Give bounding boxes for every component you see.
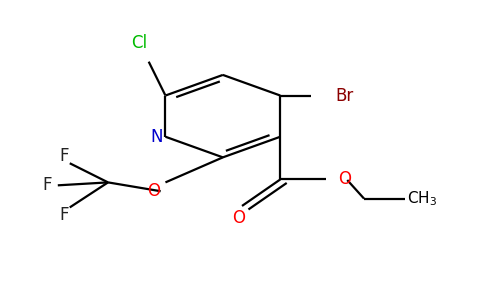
Text: F: F (59, 147, 69, 165)
Text: O: O (338, 170, 351, 188)
Text: N: N (151, 128, 163, 146)
Text: O: O (232, 209, 245, 227)
Text: Br: Br (335, 86, 353, 104)
Text: F: F (43, 176, 52, 194)
Text: CH$_3$: CH$_3$ (407, 189, 437, 208)
Text: Cl: Cl (131, 34, 147, 52)
Text: F: F (59, 206, 69, 224)
Text: O: O (147, 182, 160, 200)
